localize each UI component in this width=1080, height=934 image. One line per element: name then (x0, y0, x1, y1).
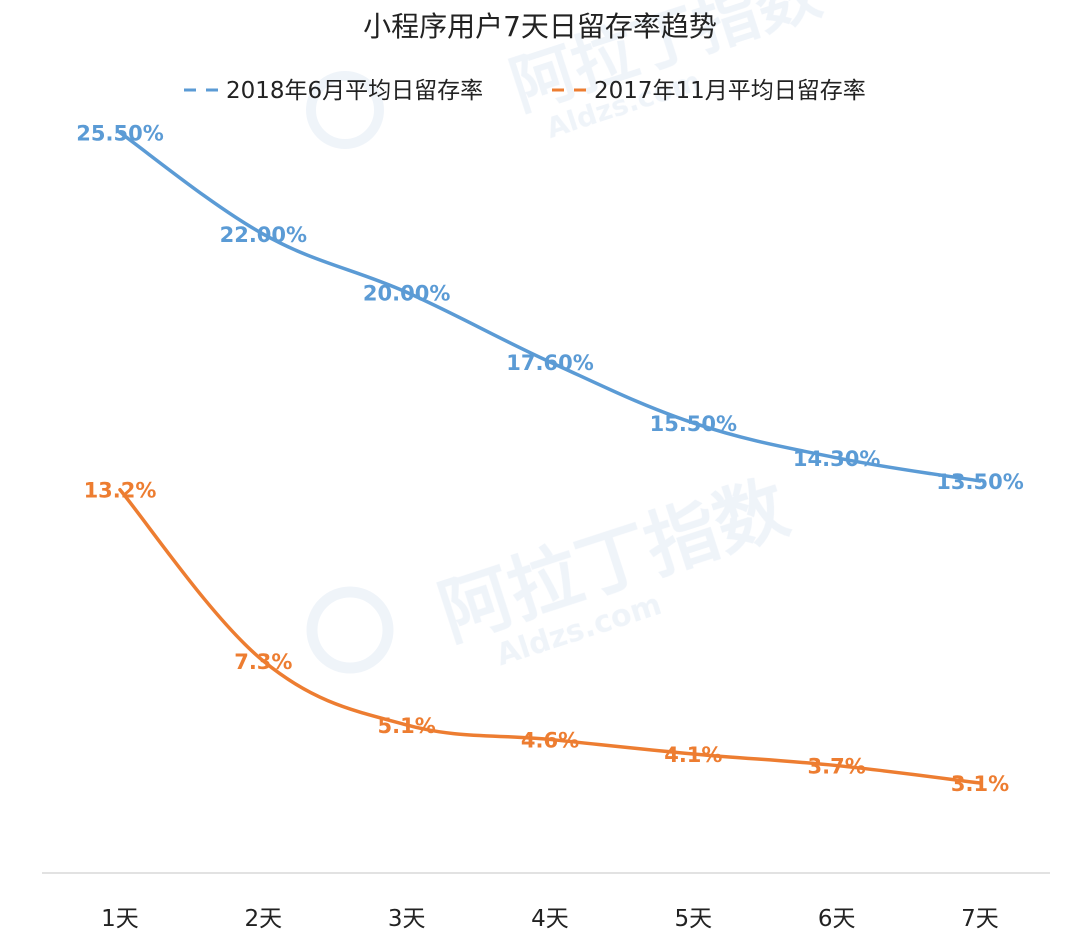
legend: 2018年6月平均日留存率 2017年11月平均日留存率 (184, 78, 866, 104)
series-line-0 (118, 130, 982, 483)
data-point-1-3[interactable] (548, 737, 552, 741)
x-tick-label-3: 4天 (531, 906, 569, 932)
x-tick-label-5: 6天 (818, 906, 856, 932)
data-point-1-6[interactable] (978, 781, 982, 785)
watermark-logo-icon-mid (306, 586, 394, 674)
data-point-0-5[interactable] (835, 456, 839, 460)
legend-item-2018[interactable]: 2018年6月平均日留存率 (184, 78, 483, 104)
data-point-1-0[interactable] (118, 488, 122, 492)
legend-label-2017: 2017年11月平均日留存率 (594, 78, 866, 104)
data-point-0-6[interactable] (978, 479, 982, 483)
data-label-1-0: 13.2% (84, 479, 157, 503)
series-lines (118, 130, 982, 785)
data-point-0-3[interactable] (548, 360, 552, 364)
data-label-1-5: 3.7% (808, 755, 866, 779)
data-label-0-3: 17.60% (506, 351, 593, 375)
x-tick-label-2: 3天 (388, 906, 426, 932)
data-labels: 25.50% 22.00% 20.00% 17.60% 15.50% 14.30% 13.5… (76, 122, 1023, 796)
data-point-0-1[interactable] (261, 232, 265, 236)
legend-item-2017[interactable]: 2017年11月平均日留存率 (552, 78, 866, 104)
data-point-1-1[interactable] (261, 659, 265, 663)
x-axis-ticks: 1天 2天 3天 4天 5天 6天 7天 (101, 906, 999, 932)
data-point-0-0[interactable] (118, 131, 122, 135)
data-point-0-2[interactable] (405, 290, 409, 294)
data-label-0-2: 20.00% (363, 281, 450, 305)
chart-title: 小程序用户7天日留存率趋势 (363, 10, 717, 43)
x-tick-label-4: 5天 (675, 906, 713, 932)
data-label-0-4: 15.50% (650, 412, 737, 436)
data-label-0-0: 25.50% (76, 122, 163, 146)
legend-label-2018: 2018年6月平均日留存率 (226, 78, 483, 104)
data-point-0-4[interactable] (691, 421, 695, 425)
data-label-1-1: 7.3% (234, 650, 292, 674)
x-tick-label-6: 7天 (961, 906, 999, 932)
data-point-1-4[interactable] (691, 752, 695, 756)
data-label-1-6: 3.1% (951, 772, 1009, 796)
watermark-logo-icon-top (306, 71, 384, 149)
data-label-1-3: 4.6% (521, 728, 579, 752)
data-label-1-2: 5.1% (378, 714, 436, 738)
data-point-1-2[interactable] (405, 723, 409, 727)
x-tick-label-0: 1天 (101, 906, 139, 932)
data-label-1-4: 4.1% (664, 743, 722, 767)
x-tick-label-1: 2天 (245, 906, 283, 932)
data-point-1-5[interactable] (835, 764, 839, 768)
data-label-0-5: 14.30% (793, 447, 880, 471)
data-label-0-1: 22.00% (220, 223, 307, 247)
data-label-0-6: 13.50% (936, 470, 1023, 494)
